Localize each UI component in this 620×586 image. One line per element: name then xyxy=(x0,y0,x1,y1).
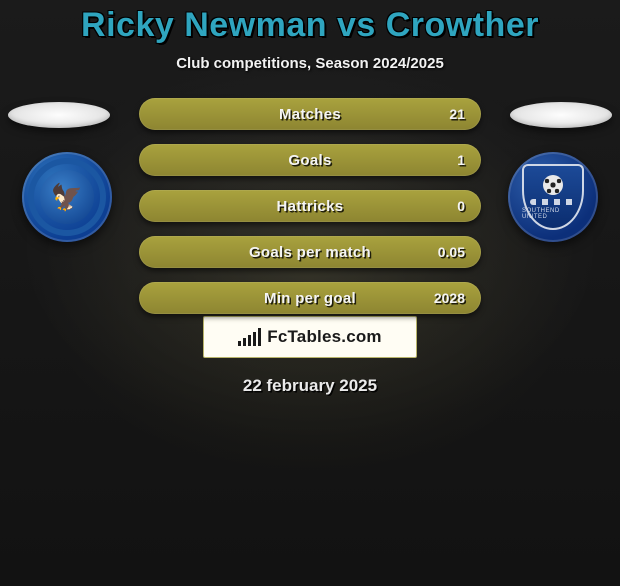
stat-label: Matches xyxy=(279,106,341,123)
pitch-oval-left xyxy=(8,102,110,128)
shield-icon: SOUTHEND UNITED xyxy=(522,164,584,230)
waves-icon xyxy=(530,199,576,205)
bars-icon xyxy=(238,328,261,346)
crest-right-text: SOUTHEND UNITED xyxy=(522,208,584,220)
phoenix-icon: 🦅 xyxy=(40,170,94,224)
crest-left: 🦅 xyxy=(22,152,112,242)
brand-text: FcTables.com xyxy=(267,327,382,347)
stat-value: 2028 xyxy=(434,290,465,306)
page-title: Ricky Newman vs Crowther xyxy=(0,6,620,45)
stat-rows: Matches 21 Goals 1 Hattricks 0 Goals per… xyxy=(139,98,481,314)
stat-value: 1 xyxy=(457,152,465,168)
stat-row-goals: Goals 1 xyxy=(139,144,481,176)
crest-right: SOUTHEND UNITED xyxy=(508,152,598,242)
stat-value: 0.05 xyxy=(438,244,465,260)
date-text: 22 february 2025 xyxy=(0,376,620,396)
stat-value: 0 xyxy=(457,198,465,214)
stat-value: 21 xyxy=(449,106,465,122)
stat-label: Min per goal xyxy=(264,290,356,307)
stat-row-min-per-goal: Min per goal 2028 xyxy=(139,282,481,314)
subtitle: Club competitions, Season 2024/2025 xyxy=(0,55,620,72)
football-icon xyxy=(543,175,563,195)
brand-box: FcTables.com xyxy=(203,316,417,358)
stat-label: Goals xyxy=(288,152,331,169)
stat-row-hattricks: Hattricks 0 xyxy=(139,190,481,222)
stat-row-goals-per-match: Goals per match 0.05 xyxy=(139,236,481,268)
stat-label: Hattricks xyxy=(277,198,344,215)
stat-label: Goals per match xyxy=(249,244,371,261)
stat-row-matches: Matches 21 xyxy=(139,98,481,130)
pitch-oval-right xyxy=(510,102,612,128)
